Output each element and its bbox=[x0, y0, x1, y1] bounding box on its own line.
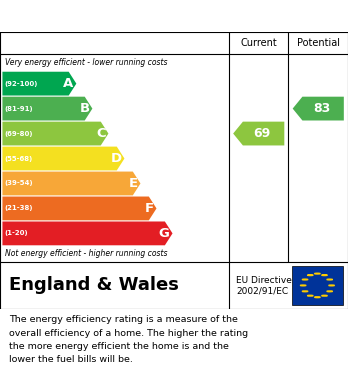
Polygon shape bbox=[2, 172, 141, 196]
Text: England & Wales: England & Wales bbox=[9, 276, 179, 294]
Text: (69-80): (69-80) bbox=[4, 131, 33, 136]
Circle shape bbox=[300, 285, 306, 286]
Text: (55-68): (55-68) bbox=[4, 156, 32, 161]
Polygon shape bbox=[2, 72, 76, 95]
FancyBboxPatch shape bbox=[292, 266, 343, 305]
Polygon shape bbox=[2, 221, 173, 245]
Text: 69: 69 bbox=[254, 127, 271, 140]
Polygon shape bbox=[2, 147, 125, 170]
Text: (39-54): (39-54) bbox=[4, 181, 33, 187]
Text: Current: Current bbox=[240, 38, 277, 48]
Polygon shape bbox=[2, 97, 92, 120]
Text: EU Directive
2002/91/EC: EU Directive 2002/91/EC bbox=[236, 276, 292, 295]
Circle shape bbox=[315, 273, 320, 274]
Circle shape bbox=[329, 285, 334, 286]
Polygon shape bbox=[2, 197, 157, 221]
Circle shape bbox=[315, 297, 320, 298]
Text: Energy Efficiency Rating: Energy Efficiency Rating bbox=[9, 9, 219, 24]
Text: D: D bbox=[111, 152, 122, 165]
Text: G: G bbox=[159, 227, 170, 240]
Polygon shape bbox=[233, 122, 284, 145]
Circle shape bbox=[308, 295, 313, 296]
Text: Potential: Potential bbox=[297, 38, 340, 48]
Circle shape bbox=[322, 295, 327, 296]
Polygon shape bbox=[293, 97, 344, 120]
Text: Not energy efficient - higher running costs: Not energy efficient - higher running co… bbox=[5, 249, 168, 258]
Text: F: F bbox=[144, 202, 154, 215]
Text: (21-38): (21-38) bbox=[4, 205, 33, 212]
Text: (1-20): (1-20) bbox=[4, 230, 28, 237]
Text: A: A bbox=[63, 77, 73, 90]
Circle shape bbox=[302, 279, 308, 280]
Text: B: B bbox=[79, 102, 89, 115]
Text: C: C bbox=[96, 127, 106, 140]
Polygon shape bbox=[2, 122, 109, 145]
Text: (81-91): (81-91) bbox=[4, 106, 33, 111]
Text: Very energy efficient - lower running costs: Very energy efficient - lower running co… bbox=[5, 58, 168, 67]
Text: The energy efficiency rating is a measure of the
overall efficiency of a home. T: The energy efficiency rating is a measur… bbox=[9, 316, 248, 364]
Text: 83: 83 bbox=[313, 102, 330, 115]
Circle shape bbox=[322, 275, 327, 276]
Circle shape bbox=[327, 279, 332, 280]
Circle shape bbox=[308, 275, 313, 276]
Text: (92-100): (92-100) bbox=[4, 81, 38, 87]
Circle shape bbox=[302, 291, 308, 292]
Circle shape bbox=[327, 291, 332, 292]
Text: E: E bbox=[128, 177, 138, 190]
